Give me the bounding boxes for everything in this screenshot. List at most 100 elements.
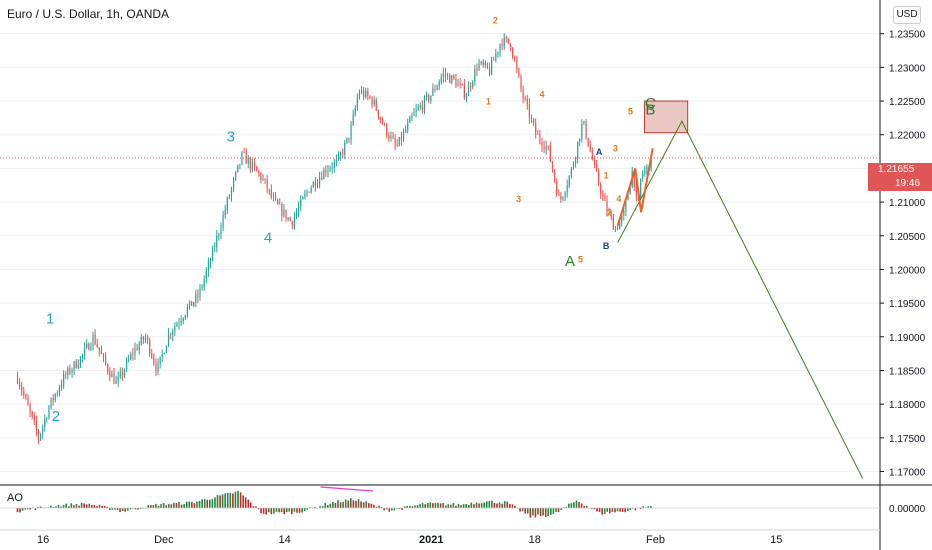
candle-body bbox=[421, 105, 423, 110]
candle-body bbox=[486, 63, 489, 68]
candle-body bbox=[352, 114, 354, 125]
candle-body bbox=[556, 180, 558, 195]
candle-body bbox=[134, 347, 136, 355]
ao-bar bbox=[567, 503, 570, 508]
ao-tick-label: 0.00000 bbox=[889, 504, 926, 515]
ao-bar bbox=[155, 503, 157, 508]
ao-bar bbox=[406, 505, 409, 508]
candle-body bbox=[499, 44, 501, 53]
ao-bar bbox=[603, 508, 606, 514]
candle-body bbox=[230, 188, 233, 197]
ao-bar bbox=[152, 504, 155, 508]
candle-body bbox=[600, 184, 602, 195]
candle-body bbox=[220, 228, 222, 235]
candle-body bbox=[323, 169, 325, 180]
ao-bar bbox=[201, 499, 203, 508]
ao-bar bbox=[521, 508, 524, 512]
candle-body bbox=[602, 194, 604, 196]
ao-bar bbox=[170, 504, 173, 508]
candle-body bbox=[463, 84, 465, 98]
ao-bar bbox=[401, 508, 403, 510]
candle-body bbox=[184, 314, 186, 319]
ao-bar bbox=[121, 508, 124, 511]
candle-body bbox=[577, 141, 579, 158]
ao-bar bbox=[360, 501, 362, 508]
y-tick-label: 1.19000 bbox=[889, 333, 926, 344]
candle-body bbox=[356, 98, 358, 108]
candle-body bbox=[476, 68, 478, 71]
ao-bar bbox=[501, 503, 503, 508]
currency-button[interactable]: USD bbox=[893, 6, 921, 24]
candle-body bbox=[300, 199, 302, 208]
candle-body bbox=[377, 110, 379, 118]
candle-body bbox=[65, 374, 67, 376]
ao-bar bbox=[257, 508, 260, 510]
ao-bar bbox=[378, 505, 380, 508]
candle-body bbox=[279, 203, 281, 205]
candle-body bbox=[616, 228, 619, 230]
candle-body bbox=[167, 333, 170, 346]
ao-bar bbox=[380, 507, 383, 508]
ao-bar bbox=[542, 508, 544, 516]
candle-body bbox=[321, 177, 323, 180]
ao-bar bbox=[67, 506, 70, 508]
y-tick-label: 1.18500 bbox=[889, 366, 926, 377]
ao-bar bbox=[337, 500, 339, 508]
candle-body bbox=[436, 86, 438, 90]
candle-body bbox=[614, 228, 617, 230]
ao-bar bbox=[519, 508, 521, 512]
candle-body bbox=[21, 386, 23, 392]
candle-body bbox=[446, 75, 449, 76]
candle-body bbox=[37, 430, 40, 440]
candle-body bbox=[572, 163, 575, 169]
candle-body bbox=[497, 52, 499, 54]
ao-bar bbox=[362, 502, 365, 508]
candle-body bbox=[44, 419, 46, 427]
candle-body bbox=[174, 326, 176, 332]
ao-bar bbox=[583, 505, 585, 508]
wave-label-corrective: A bbox=[565, 253, 575, 270]
candle-body bbox=[144, 336, 147, 341]
ao-bar bbox=[424, 504, 426, 508]
x-tick-label: 15 bbox=[770, 534, 782, 546]
candle-body bbox=[495, 53, 497, 61]
candle-body bbox=[449, 75, 451, 83]
ao-bar bbox=[34, 508, 37, 511]
ao-bar bbox=[483, 502, 485, 508]
candle-body bbox=[149, 339, 151, 354]
candle-body bbox=[507, 38, 510, 44]
ao-bar bbox=[570, 503, 573, 508]
ao-bar bbox=[537, 508, 539, 515]
candle-body bbox=[287, 217, 289, 220]
ao-bar bbox=[616, 508, 619, 512]
candle-body bbox=[606, 200, 608, 213]
ao-bar bbox=[624, 508, 627, 513]
ao-bar bbox=[19, 508, 21, 513]
candle-body bbox=[434, 88, 436, 90]
ao-bar bbox=[50, 505, 52, 508]
ao-bar bbox=[275, 508, 278, 512]
candle-body bbox=[344, 142, 346, 155]
candle-body bbox=[155, 363, 157, 372]
candle-body bbox=[42, 426, 44, 434]
ao-bar bbox=[103, 505, 106, 508]
ao-bar bbox=[301, 508, 303, 513]
y-tick-label: 1.20000 bbox=[889, 265, 926, 276]
ao-bar bbox=[129, 508, 132, 510]
ao-bar bbox=[411, 506, 414, 508]
ao-bar bbox=[555, 508, 557, 512]
candle-body bbox=[176, 323, 178, 327]
candle-body bbox=[593, 159, 596, 164]
ao-bar bbox=[619, 508, 621, 512]
ao-bar bbox=[475, 502, 478, 508]
ao-bar bbox=[262, 508, 265, 514]
ao-bar bbox=[529, 508, 532, 518]
candle-body bbox=[419, 105, 421, 108]
ao-bar bbox=[565, 506, 568, 508]
ao-bar bbox=[139, 508, 142, 509]
candle-body bbox=[547, 145, 549, 147]
divergence-line bbox=[320, 486, 374, 492]
ao-bar bbox=[419, 504, 421, 508]
